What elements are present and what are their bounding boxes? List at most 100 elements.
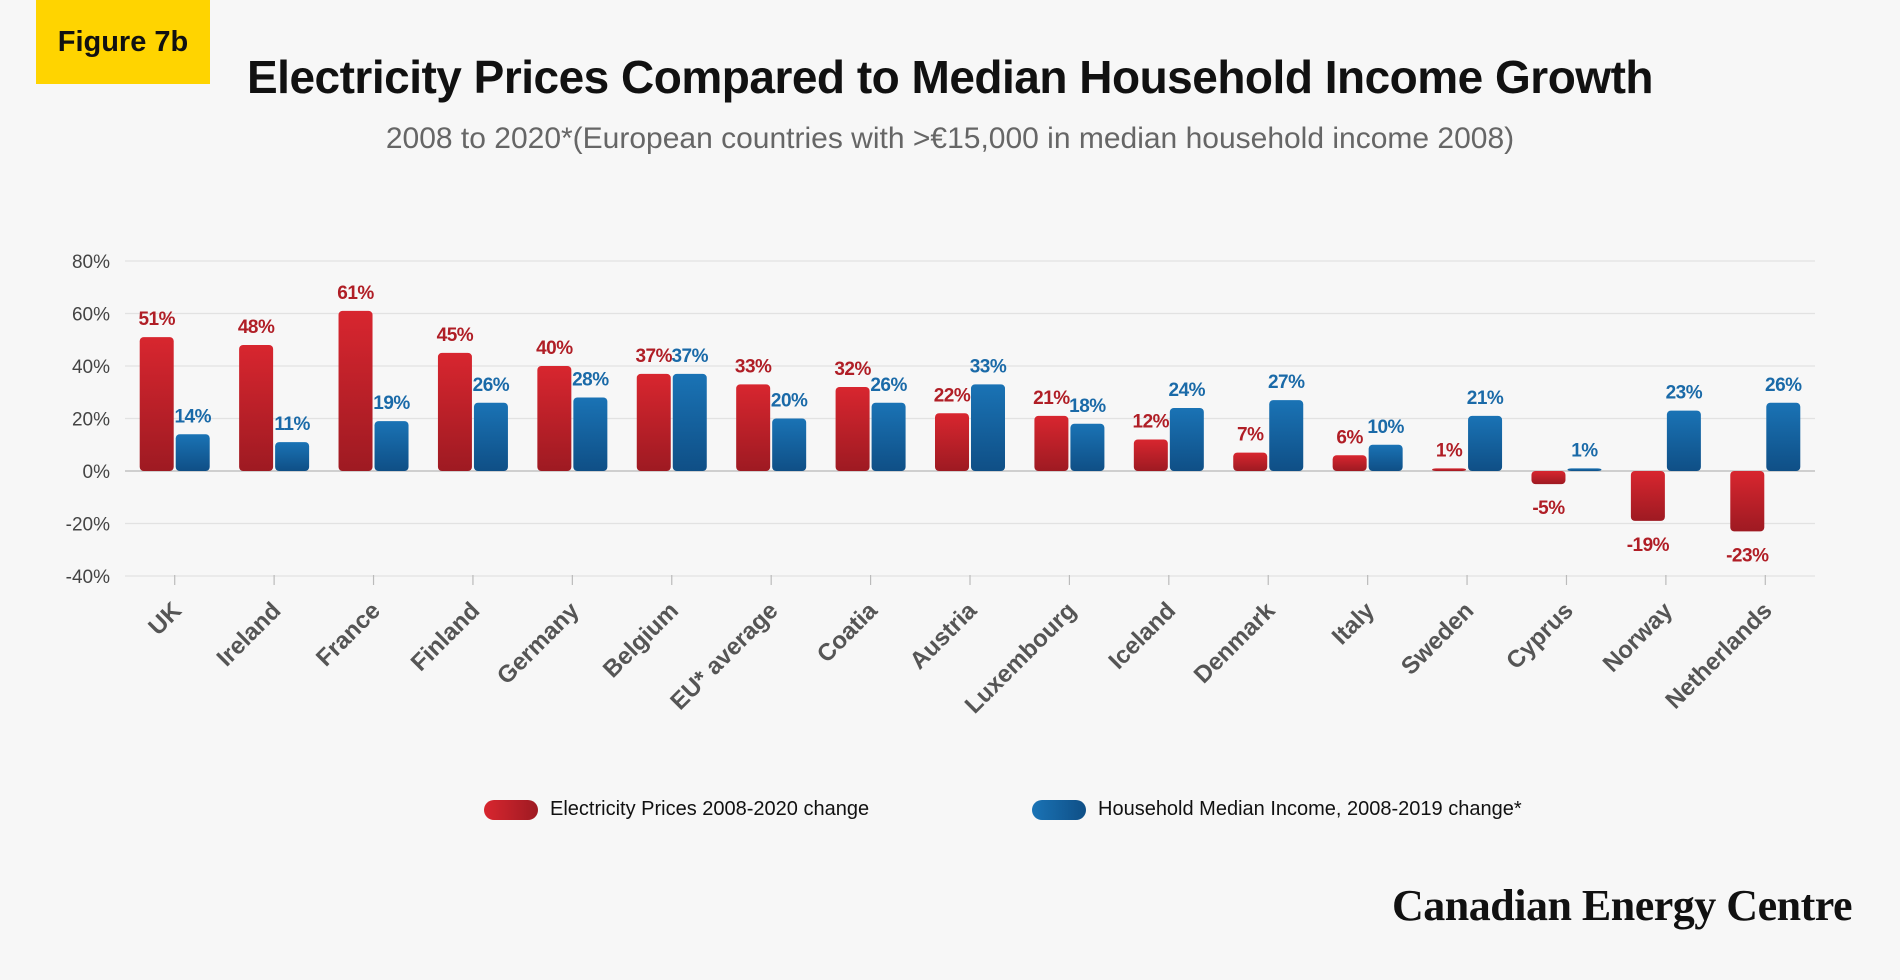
bar-income: [275, 442, 310, 471]
legend-swatch-electricity: [484, 799, 538, 820]
data-label-income: 18%: [1069, 396, 1106, 417]
grid: [125, 260, 1815, 585]
bar-income: [1368, 444, 1403, 471]
bar-income: [1567, 468, 1602, 471]
bar-income: [1070, 423, 1105, 471]
bar-income: [871, 402, 906, 471]
data-label-income: 21%: [1467, 388, 1504, 409]
x-tick-label: Netherlands: [1660, 597, 1777, 714]
data-label-electricity: 40%: [536, 338, 573, 359]
data-label-income: 33%: [970, 356, 1007, 377]
x-tick-label: UK: [143, 597, 187, 641]
bar-electricity: [1332, 455, 1367, 471]
y-tick-label: -40%: [66, 567, 110, 588]
chart-subtitle: 2008 to 2020*(European countries with >€…: [385, 122, 1515, 155]
data-label-electricity: 7%: [1237, 425, 1264, 446]
x-tick-label: Coatia: [812, 597, 883, 668]
bar-electricity: [338, 310, 373, 471]
x-tick-label: EU* average: [665, 597, 783, 715]
data-label-income: 20%: [771, 391, 808, 412]
bar-electricity: [239, 345, 274, 471]
legend-item-income: Household Median Income, 2008-2019 chang…: [1032, 798, 1522, 821]
data-label-electricity: 37%: [635, 346, 672, 367]
bar-electricity: [1034, 415, 1069, 471]
x-tick-label: Belgium: [598, 597, 684, 683]
bar-electricity: [1432, 468, 1467, 471]
x-tick-label: Finland: [406, 597, 485, 676]
bar-income: [374, 421, 409, 471]
chart-title: Electricity Prices Compared to Median Ho…: [246, 51, 1654, 103]
data-label-electricity: 6%: [1336, 427, 1363, 448]
brand-logo: Canadian Energy Centre: [1392, 881, 1852, 930]
bar-income: [573, 397, 608, 471]
legend: Electricity Prices 2008-2020 change Hous…: [0, 798, 1900, 828]
bar-electricity: [736, 384, 771, 471]
figure-badge: Figure 7b: [36, 0, 210, 84]
y-tick-label: 80%: [72, 252, 110, 273]
data-label-income: 1%: [1571, 440, 1598, 461]
bar-income: [971, 384, 1005, 471]
data-label-income: 11%: [274, 414, 310, 435]
y-tick-label: 40%: [72, 357, 110, 378]
y-tick-label: 0%: [83, 462, 111, 483]
legend-item-electricity: Electricity Prices 2008-2020 change: [484, 798, 869, 821]
bar-electricity: [1531, 471, 1566, 485]
x-tick-label: Italy: [1327, 597, 1381, 651]
bar-electricity: [1630, 471, 1665, 521]
bar-income: [175, 434, 210, 471]
x-tick-label: Norway: [1598, 597, 1679, 678]
data-label-electricity: 32%: [834, 359, 871, 380]
x-tick-label: Denmark: [1189, 597, 1281, 689]
figure-badge-label: Figure 7b: [57, 25, 189, 58]
data-label-income: 26%: [870, 375, 907, 396]
y-tick-label: 60%: [72, 305, 110, 326]
data-label-electricity: 45%: [437, 325, 474, 346]
x-tick-label: Cyprus: [1501, 597, 1579, 675]
data-label-electricity: 21%: [1033, 388, 1070, 409]
x-tick-label: Iceland: [1103, 597, 1181, 675]
bar-income: [1468, 415, 1503, 471]
x-tick-label: France: [311, 597, 386, 672]
bar-income: [1269, 400, 1304, 471]
legend-swatch-income: [1032, 799, 1086, 820]
data-label-income: 26%: [1765, 375, 1802, 396]
data-label-income: 23%: [1666, 383, 1703, 404]
data-label-electricity: 61%: [337, 283, 374, 304]
x-tick-label: Ireland: [212, 597, 287, 672]
y-tick-label: -20%: [66, 515, 110, 536]
data-label-electricity: -23%: [1726, 545, 1769, 566]
data-label-income: 26%: [473, 375, 510, 396]
legend-label-electricity: Electricity Prices 2008-2020 change: [550, 798, 870, 820]
data-label-electricity: 1%: [1436, 440, 1463, 461]
bar-income: [772, 418, 807, 471]
bar-electricity: [139, 337, 174, 471]
bar-electricity: [437, 352, 472, 471]
bar-electricity: [935, 413, 969, 471]
data-label-income: 37%: [671, 346, 708, 367]
bar-electricity: [1730, 471, 1765, 532]
bar-electricity: [835, 387, 870, 471]
bar-income: [1766, 402, 1801, 471]
data-label-electricity: 12%: [1133, 412, 1170, 433]
bar-electricity: [537, 366, 572, 471]
bar-income: [1666, 410, 1701, 471]
bar-electricity: [636, 373, 671, 471]
data-label-electricity: 33%: [735, 356, 772, 377]
labels: 80% 60% 40% 20% 0% -20% -40% UK 51% 14% Ireland 48%…: [66, 252, 1803, 719]
bar-income: [473, 402, 508, 471]
bar-income: [672, 373, 707, 471]
data-label-electricity: 51%: [138, 309, 175, 330]
bar-electricity: [1233, 452, 1268, 471]
data-label-electricity: 48%: [238, 317, 275, 338]
data-label-electricity: -19%: [1627, 535, 1670, 556]
bar-electricity: [1133, 439, 1168, 471]
x-tick-label: Sweden: [1396, 597, 1479, 680]
bars: [139, 310, 1801, 532]
data-label-income: 24%: [1169, 380, 1206, 401]
legend-label-income: Household Median Income, 2008-2019 chang…: [1098, 798, 1522, 820]
x-tick-label: Austria: [905, 597, 983, 675]
data-label-income: 19%: [373, 393, 410, 414]
data-label-income: 10%: [1367, 417, 1404, 438]
x-tick-label: Germany: [492, 597, 585, 690]
